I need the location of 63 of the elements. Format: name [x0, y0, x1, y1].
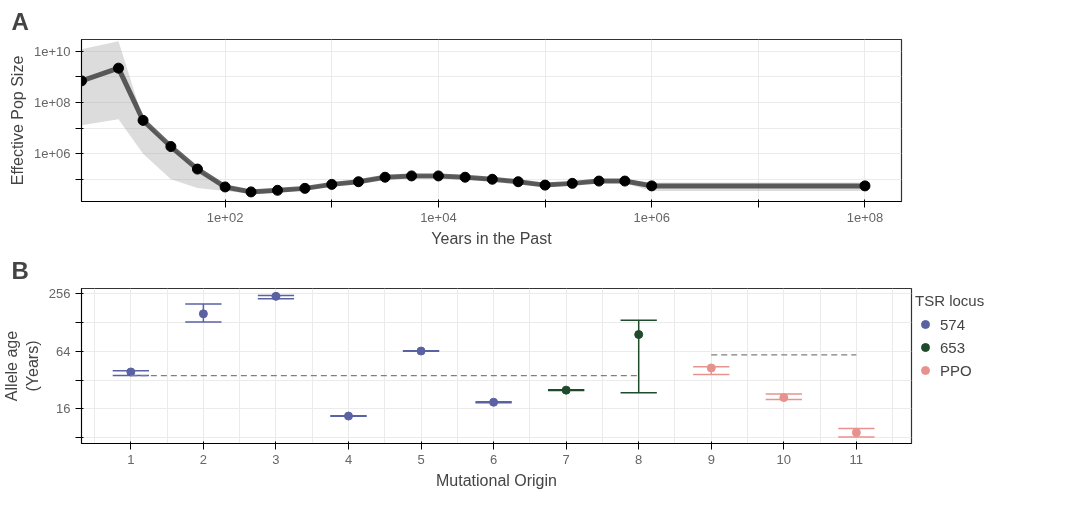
point [459, 171, 471, 183]
x-tick-label: 6 [489, 451, 498, 467]
point [512, 176, 524, 188]
x-tick-label: 2 [199, 451, 208, 467]
point [379, 171, 391, 183]
point [272, 184, 284, 196]
point [646, 180, 658, 192]
x-tick-label: 5 [417, 451, 425, 467]
point [352, 176, 364, 188]
point [566, 177, 578, 189]
y-tick-label: 16 [56, 401, 71, 417]
point [112, 62, 124, 74]
point [271, 291, 281, 301]
x-tick-label: 10 [776, 451, 792, 467]
point [706, 363, 716, 373]
point [486, 173, 498, 185]
x-tick-label: 8 [635, 451, 643, 467]
point [539, 179, 551, 191]
x-tick-label: 1e+08 [846, 209, 884, 225]
point [191, 163, 203, 175]
point [634, 330, 644, 340]
point [779, 393, 789, 403]
y-tick-label: 1e+10 [33, 43, 71, 59]
x-tick-label: 9 [707, 451, 715, 467]
legend-title: TSR locus [915, 292, 985, 309]
point [326, 178, 338, 190]
point [137, 114, 149, 126]
point [416, 346, 426, 356]
point [489, 397, 499, 407]
legend-label: PPO [940, 361, 972, 379]
x-tick-label: 11 [849, 451, 864, 467]
y-tick-label: 1e+08 [33, 95, 71, 110]
chart-title: A [11, 7, 29, 35]
x-tick-label: 1e+04 [420, 209, 457, 225]
point [406, 170, 418, 182]
point [299, 182, 311, 194]
point [593, 175, 605, 187]
legend-label: 653 [940, 338, 966, 356]
point [432, 170, 444, 182]
chart-title: B [11, 256, 29, 284]
point [245, 186, 257, 198]
x-tick-label: 4 [344, 451, 353, 467]
point [851, 428, 861, 438]
point [126, 367, 136, 377]
point [343, 411, 353, 421]
point [619, 175, 631, 187]
x-axis-title: Years in the Past [431, 229, 553, 247]
x-axis-title: Mutational Origin [436, 471, 557, 489]
y-axis-title: Allele age (Years) [3, 330, 41, 402]
x-tick-label: 3 [272, 451, 280, 467]
point [219, 181, 231, 193]
x-tick-label: 1e+02 [206, 209, 244, 225]
point [165, 141, 177, 153]
x-tick-label: 7 [562, 451, 570, 467]
point [198, 309, 208, 319]
y-tick-label: 64 [56, 343, 71, 359]
x-tick-label: 1 [127, 451, 135, 467]
y-tick-label: 256 [48, 285, 71, 301]
point [561, 385, 571, 395]
y-axis-title: Effective Pop Size [8, 55, 26, 186]
x-tick-label: 1e+06 [633, 209, 670, 225]
legend-label: 574 [940, 315, 966, 333]
y-tick-label: 1e+06 [33, 146, 71, 162]
